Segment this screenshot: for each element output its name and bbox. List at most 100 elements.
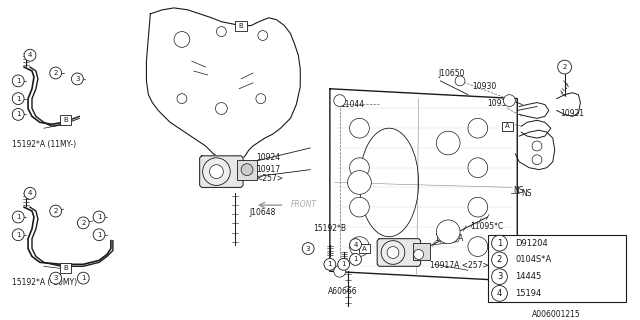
Circle shape — [50, 67, 61, 79]
Text: 2: 2 — [54, 70, 58, 76]
Text: 15192*B: 15192*B — [313, 224, 346, 233]
Circle shape — [203, 158, 230, 185]
Text: NS: NS — [513, 186, 524, 195]
Circle shape — [349, 237, 369, 256]
Text: 2: 2 — [81, 220, 86, 226]
Text: 1: 1 — [81, 275, 86, 281]
Text: 1: 1 — [497, 239, 502, 248]
Text: 11044: 11044 — [340, 100, 364, 108]
Circle shape — [12, 229, 24, 241]
Circle shape — [468, 197, 488, 217]
Circle shape — [77, 217, 89, 229]
Circle shape — [504, 95, 515, 107]
Text: 3: 3 — [53, 275, 58, 281]
Circle shape — [532, 141, 542, 151]
Circle shape — [532, 155, 542, 165]
Text: 1: 1 — [97, 214, 101, 220]
Circle shape — [93, 211, 105, 223]
Circle shape — [492, 252, 508, 268]
Text: 1: 1 — [341, 261, 346, 267]
Text: 10931: 10931 — [488, 99, 512, 108]
Text: 11095*C: 11095*C — [470, 222, 503, 231]
Text: 15194: 15194 — [515, 289, 541, 298]
Text: A: A — [362, 245, 367, 252]
Circle shape — [256, 94, 266, 104]
Text: 4: 4 — [497, 289, 502, 298]
Circle shape — [349, 197, 369, 217]
Circle shape — [381, 241, 405, 264]
Text: B: B — [239, 23, 243, 29]
Circle shape — [72, 73, 83, 85]
Circle shape — [77, 272, 89, 284]
Circle shape — [349, 158, 369, 178]
Text: 1: 1 — [16, 111, 20, 117]
Text: 10924A: 10924A — [435, 234, 464, 243]
Text: A: A — [505, 123, 510, 129]
Circle shape — [216, 27, 227, 36]
Bar — [237, 160, 257, 180]
Circle shape — [349, 118, 369, 138]
Text: 2: 2 — [54, 208, 58, 214]
Circle shape — [349, 253, 362, 265]
Bar — [235, 21, 247, 31]
Circle shape — [216, 103, 227, 115]
Circle shape — [12, 93, 24, 105]
Text: B: B — [63, 117, 68, 123]
Text: J10648: J10648 — [249, 208, 275, 217]
Circle shape — [413, 250, 424, 260]
Circle shape — [338, 259, 349, 270]
Text: 1: 1 — [16, 78, 20, 84]
Circle shape — [468, 118, 488, 138]
Circle shape — [387, 247, 399, 259]
Circle shape — [50, 272, 61, 284]
Circle shape — [334, 95, 346, 107]
Circle shape — [349, 239, 362, 251]
Circle shape — [492, 285, 508, 301]
Text: 1: 1 — [353, 256, 358, 262]
Circle shape — [12, 211, 24, 223]
Text: 10917: 10917 — [256, 164, 280, 174]
Text: 0104S*A: 0104S*A — [515, 255, 552, 264]
Circle shape — [93, 229, 105, 241]
Circle shape — [24, 49, 36, 61]
Text: 4: 4 — [28, 52, 32, 58]
Circle shape — [334, 265, 346, 277]
Text: 15192*A (11MY-): 15192*A (11MY-) — [12, 140, 76, 149]
Circle shape — [174, 32, 190, 47]
Bar — [359, 244, 370, 253]
Circle shape — [24, 188, 36, 199]
Circle shape — [302, 243, 314, 254]
Text: D91204: D91204 — [515, 239, 548, 248]
Text: 3: 3 — [306, 245, 310, 252]
Text: FRONT: FRONT — [291, 200, 316, 209]
Circle shape — [492, 269, 508, 284]
Polygon shape — [200, 156, 243, 188]
Text: 1: 1 — [16, 96, 20, 102]
Circle shape — [348, 171, 371, 194]
Text: 4: 4 — [28, 190, 32, 196]
Text: 3: 3 — [75, 76, 79, 82]
Circle shape — [557, 60, 572, 74]
Circle shape — [436, 220, 460, 244]
Text: 10930: 10930 — [472, 82, 496, 91]
Text: 1: 1 — [16, 232, 20, 238]
Circle shape — [504, 265, 515, 277]
Circle shape — [12, 108, 24, 120]
Circle shape — [209, 165, 223, 179]
Circle shape — [50, 205, 61, 217]
Circle shape — [177, 94, 187, 104]
Text: 3: 3 — [497, 272, 502, 281]
Bar — [413, 243, 431, 260]
Circle shape — [455, 76, 465, 86]
Text: 1: 1 — [328, 261, 332, 267]
Text: A006001215: A006001215 — [532, 310, 581, 319]
Bar — [60, 263, 72, 273]
Text: <257>: <257> — [256, 174, 283, 183]
Circle shape — [492, 235, 508, 251]
Text: 2: 2 — [497, 255, 502, 264]
Text: B: B — [63, 265, 68, 271]
Circle shape — [241, 164, 253, 176]
Text: 2: 2 — [563, 64, 567, 70]
Text: 10924: 10924 — [256, 153, 280, 162]
Text: 10917A <257>: 10917A <257> — [431, 261, 489, 270]
